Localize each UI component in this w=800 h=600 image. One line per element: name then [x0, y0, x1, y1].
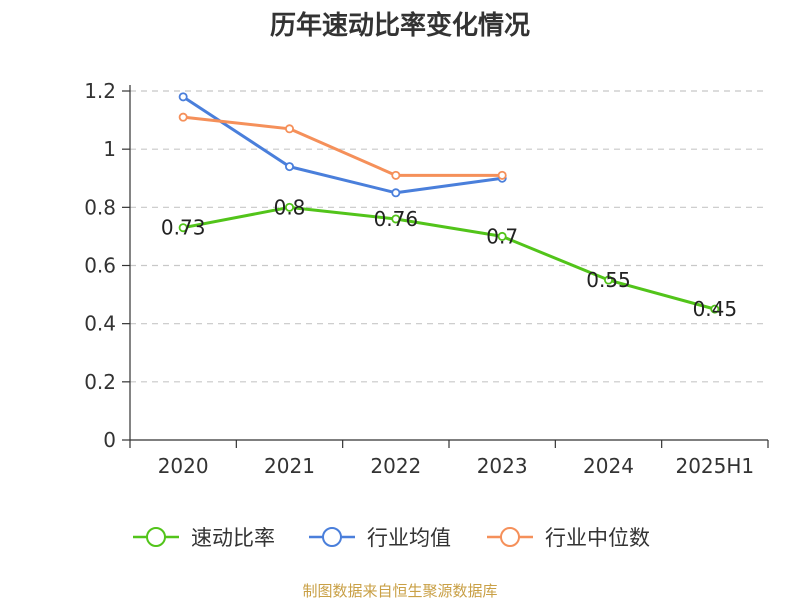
data-point — [497, 170, 507, 180]
y-tick-label: 1 — [103, 137, 116, 161]
series-line-3 — [183, 115, 503, 177]
x-tick-label: 2020 — [158, 454, 209, 478]
legend-label: 速动比率 — [191, 526, 275, 550]
legend-marker — [500, 527, 520, 547]
x-tick-label: 2025H1 — [675, 454, 754, 478]
data-label: 0.55 — [586, 268, 631, 292]
data-label: 0.76 — [374, 207, 419, 231]
y-tick-label: 0.8 — [84, 195, 116, 219]
y-tick-label: 0.2 — [84, 370, 116, 394]
data-labels: 0.73 0.8 0.76 0.7 0.55 0.45 — [161, 195, 737, 321]
data-point — [178, 92, 188, 102]
series-line-1 — [182, 205, 716, 311]
series-lines — [178, 92, 720, 314]
data-point — [178, 112, 188, 122]
legend: 速动比率 行业均值 行业中位数 — [133, 526, 650, 550]
legend-label: 行业中位数 — [545, 526, 650, 550]
chart-title: 历年速动比率变化情况 — [270, 10, 530, 41]
data-point — [710, 304, 720, 314]
data-point — [284, 124, 294, 134]
data-point — [391, 170, 401, 180]
data-label: 0.45 — [693, 297, 738, 321]
data-point — [284, 202, 294, 212]
data-point — [391, 214, 401, 224]
data-point — [391, 188, 401, 198]
grid-lines — [130, 90, 768, 383]
y-tick-label: 0.6 — [84, 254, 116, 278]
x-tick-label: 2021 — [264, 454, 315, 478]
source-note: 制图数据来自恒生聚源数据库 — [302, 582, 497, 600]
legend-marker — [146, 527, 166, 547]
x-tick-label: 2023 — [477, 454, 528, 478]
legend-label: 行业均值 — [367, 526, 451, 550]
y-tick-label: 0.4 — [84, 312, 116, 336]
x-tick-label: 2024 — [583, 454, 634, 478]
data-point — [284, 162, 294, 172]
series-line-2 — [182, 95, 503, 195]
y-tick-label: 0 — [103, 428, 116, 452]
data-label: 0.73 — [161, 216, 206, 240]
data-point — [604, 275, 614, 285]
legend-marker — [322, 527, 342, 547]
data-point — [497, 231, 507, 241]
data-label: 0.8 — [274, 195, 306, 219]
data-label: 0.7 — [486, 224, 518, 248]
axes: 0 0.2 0.4 0.6 0.8 1 1.2 2020 2021 2022 2023 2024 202… — [84, 79, 769, 478]
y-tick-label: 1.2 — [84, 79, 116, 103]
x-tick-label: 2022 — [370, 454, 421, 478]
data-point — [178, 223, 188, 233]
